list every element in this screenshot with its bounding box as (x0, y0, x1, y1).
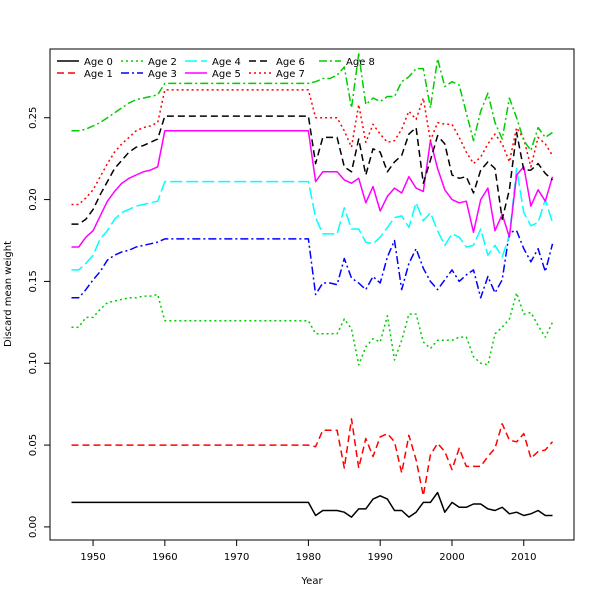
x-axis: 1950 1960 1970 1980 1990 2000 2010 (80, 540, 536, 563)
y-tick-label: 0.25 (28, 107, 39, 129)
x-tick-label: 1980 (296, 552, 321, 563)
series-line-age-7 (71, 89, 554, 206)
y-axis-title: Discard mean weight (3, 241, 14, 347)
x-tick-label: 1970 (224, 552, 249, 563)
y-tick-label: 0.15 (28, 270, 39, 292)
y-axis: 0.00 0.05 0.10 0.15 0.20 0.25 (28, 107, 50, 538)
y-tick-label: 0.00 (28, 516, 39, 538)
x-tick-label: 1960 (152, 552, 177, 563)
series-line-age-4 (71, 167, 554, 271)
series-line-age-3 (71, 229, 554, 299)
series-line-age-8 (71, 53, 553, 152)
legend-label: Age 2 (148, 57, 177, 68)
series-line-age-2 (71, 292, 554, 366)
y-tick-label: 0.10 (28, 352, 39, 374)
legend-label: Age 4 (212, 57, 241, 68)
legend-label: Age 5 (212, 69, 241, 80)
x-tick-label: 2010 (511, 552, 536, 563)
legend-label: Age 0 (84, 57, 113, 68)
x-tick-label: 1950 (80, 552, 105, 563)
series-line-age-5 (71, 130, 554, 248)
legend-label: Age 1 (84, 69, 113, 80)
y-tick-label: 0.05 (28, 434, 39, 456)
x-tick-label: 2000 (439, 552, 464, 563)
x-tick-label: 1990 (367, 552, 392, 563)
y-tick-label: 0.20 (28, 188, 39, 210)
series-lines (71, 53, 554, 518)
legend-label: Age 7 (276, 69, 305, 80)
series-line-age-0 (71, 491, 553, 518)
legend-label: Age 6 (276, 57, 305, 68)
legend-label: Age 8 (346, 57, 375, 68)
series-line-age-6 (71, 115, 554, 225)
series-line-age-1 (71, 418, 554, 497)
legend-label: Age 3 (148, 69, 177, 80)
plot-frame (49, 48, 575, 541)
x-axis-title: Year (300, 576, 323, 587)
